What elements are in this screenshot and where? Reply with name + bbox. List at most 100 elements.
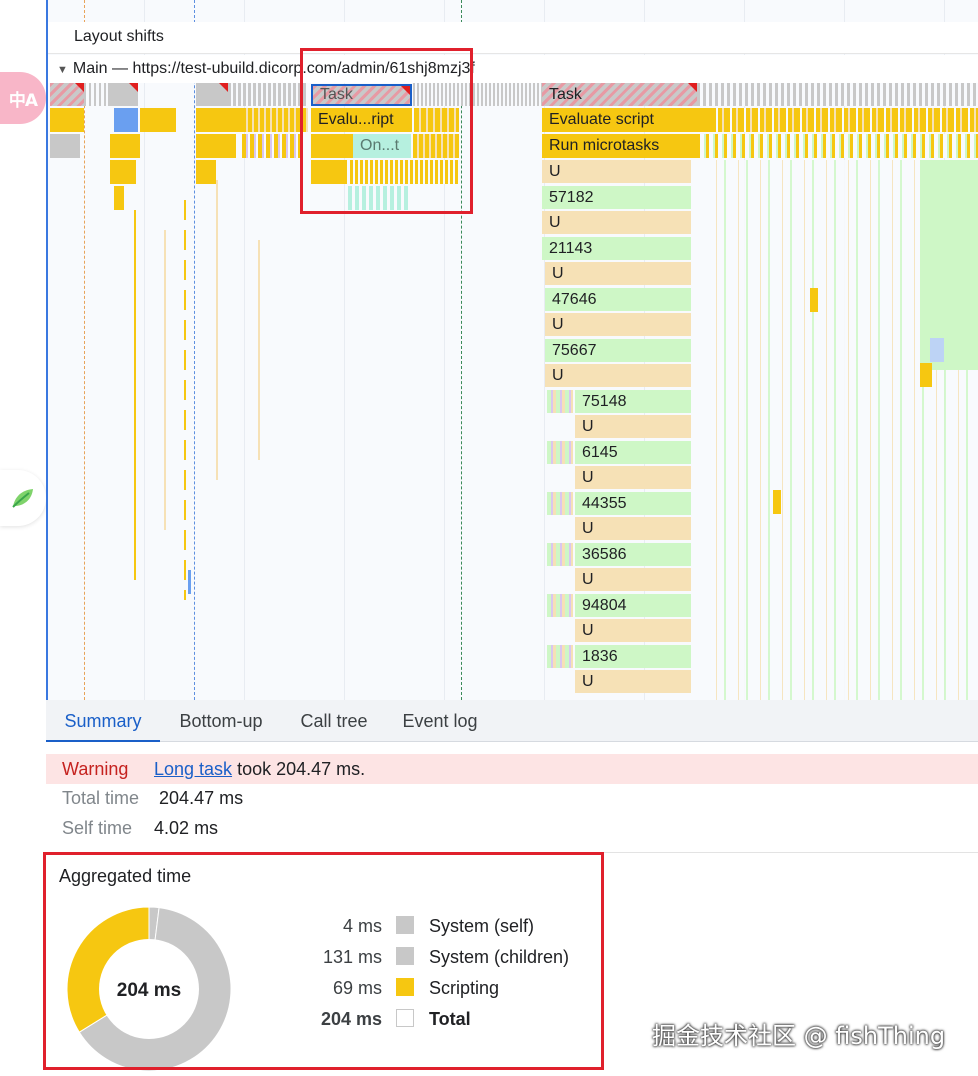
summary-divider [46,852,978,853]
anonymous-call-block[interactable]: 47646 [545,288,691,311]
call-block-label: 21143 [549,240,593,257]
legend-label: Scripting [429,978,500,998]
total-time-row: Total time 204.47 ms [62,783,243,813]
tab-event-log[interactable]: Event log [402,711,478,731]
call-block-label: U [582,469,594,486]
evaluate-script-block[interactable]: Evaluate script [542,108,710,132]
selected-task-block[interactable]: Task [311,84,412,106]
call-block-label: U [549,163,561,180]
main-thread-track-header[interactable]: ▼ Main — https://test-ubuild.dicorp.com/a… [48,55,978,83]
function-call-block[interactable]: U [575,670,691,693]
function-call-block[interactable]: U [545,262,691,285]
evaluate-script-label: Evaluate script [549,111,654,128]
selected-task-label: Task [320,86,353,103]
selected-evaluate-script-block[interactable]: Evalu...ript [311,108,412,132]
function-call-block[interactable]: U [575,415,691,438]
call-block-label: U [552,367,564,384]
task-block[interactable] [50,83,84,106]
legend-swatch [396,1009,414,1027]
call-block-label: 44355 [582,495,627,512]
aggregated-time-title: Aggregated time [59,866,192,886]
main-thread-label: Main — https://test-ubuild.dicorp.com/ad… [72,60,475,77]
task-block[interactable] [196,83,228,106]
aggregated-time-donut: 204 ms [66,906,232,1072]
function-call-block[interactable]: U [575,619,691,642]
call-block-label: 1836 [582,648,618,665]
function-call-block[interactable]: U [542,160,691,183]
call-block-label: 75148 [582,393,627,410]
browser-extension-rail: 中A [0,0,46,1076]
anonymous-call-block[interactable]: 36586 [575,543,691,566]
tab-call-tree[interactable]: Call tree [300,711,368,731]
timing-marker-blue [194,0,195,700]
legend-value: 204 ms [320,1009,382,1029]
layout-shifts-track[interactable]: Layout shifts [48,22,978,54]
details-tab-bar: Summary Bottom-up Call tree Event log [46,700,978,742]
timing-marker-orange [84,0,85,700]
call-block-label: 47646 [552,291,597,308]
watermark-text: 掘金技术社区 @ fishThing [652,1022,946,1050]
call-block-label: U [582,673,594,690]
call-block-label: U [552,316,564,333]
total-time-label: Total time [62,788,140,808]
anonymous-call-block[interactable]: 75148 [575,390,691,413]
call-block-label: U [582,571,594,588]
function-call-block[interactable]: U [575,568,691,591]
translate-extension-button[interactable]: 中A [0,72,46,124]
function-call-block[interactable]: U [575,517,691,540]
call-block-label: U [582,622,594,639]
layout-shifts-label: Layout shifts [74,28,164,45]
call-block-label: 75667 [552,342,597,359]
legend-label: Total [429,1009,471,1029]
anonymous-call-block[interactable]: 21143 [542,237,691,260]
self-time-label: Self time [62,818,133,838]
legend-swatch [396,947,414,965]
leaf-icon [12,489,33,508]
self-time-value: 4.02 ms [154,818,219,838]
call-block-label: U [552,265,564,282]
warning-label: Warning [62,759,129,779]
anonymous-call-block[interactable]: 1836 [575,645,691,668]
call-block-label: 57182 [549,189,594,206]
function-call-block[interactable]: U [545,364,691,387]
function-call-block[interactable]: U [545,313,691,336]
legend-label: System (self) [429,916,535,936]
function-call-block[interactable]: U [575,466,691,489]
call-block-label: 94804 [582,597,627,614]
warning-text: took 204.47 ms. [232,759,366,779]
function-call-block[interactable]: U [542,211,691,234]
donut-center-label: 204 ms [117,980,181,1001]
anonymous-call-block[interactable]: 75667 [545,339,691,362]
legend-label: System (children) [429,947,570,967]
call-block-label: 6145 [582,444,618,461]
anonymous-call-block[interactable]: 44355 [575,492,691,515]
summary-panel: Warning Long task took 204.47 ms. Total … [46,742,978,1076]
selected-callback-label: On...t [360,137,400,154]
call-block-label: U [582,520,594,537]
tab-bottom-up[interactable]: Bottom-up [179,711,263,731]
tab-summary[interactable]: Summary [46,700,160,742]
legend-value: 4 ms [342,916,382,936]
performance-flame-chart[interactable]: Layout shifts ▼ Main — https://test-ubuil… [46,0,978,700]
anonymous-call-block[interactable]: 94804 [575,594,691,617]
timing-marker-green [461,0,462,700]
run-microtasks-label: Run microtasks [549,137,660,154]
selected-evaluate-script-label: Evalu...ript [318,111,394,128]
total-time-value: 204.47 ms [159,788,244,808]
long-task-block[interactable]: Task [542,83,697,106]
anonymous-call-block[interactable]: 57182 [542,186,691,209]
selected-callback-block[interactable]: On...t [353,134,411,158]
anonymous-call-block[interactable]: 6145 [575,441,691,464]
long-task-label: Task [549,86,582,103]
legend-value: 69 ms [332,978,382,998]
leaf-extension-button[interactable] [0,470,46,526]
task-block[interactable] [108,83,138,106]
run-microtasks-block[interactable]: Run microtasks [542,134,697,158]
legend-swatch [396,978,414,996]
collapse-triangle-icon[interactable]: ▼ [57,64,68,76]
legend-value: 131 ms [322,947,382,967]
long-task-link[interactable]: Long task [154,759,233,779]
translate-icon: 中A [8,90,38,111]
self-time-row: Self time 4.02 ms [62,813,218,843]
call-block-label: U [582,418,594,435]
